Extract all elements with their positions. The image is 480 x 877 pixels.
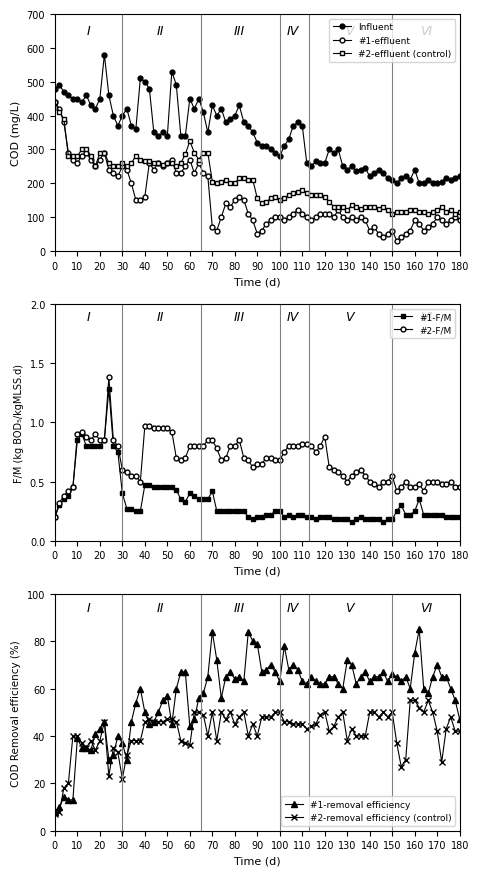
#2-effluent (control) [389,209,395,219]
#2-removal efficiency (control) [457,726,463,737]
Influent [52,84,58,95]
#1-F/M [403,510,408,520]
#1-F/M [452,512,458,523]
#1-removal efficiency [448,683,454,694]
#1-removal efficiency [452,695,458,706]
Line: #1-effluent: #1-effluent [52,101,462,244]
#1-effluent [448,216,454,226]
Legend: #1-F/M, #2-F/M: #1-F/M, #2-F/M [390,310,455,339]
Line: #2-removal efficiency (control): #2-removal efficiency (control) [52,698,462,816]
#2-F/M [160,424,166,434]
#1-F/M [101,435,107,446]
Line: #1-removal efficiency: #1-removal efficiency [52,627,462,815]
#1-F/M [349,517,355,527]
#1-removal efficiency [52,807,58,817]
Text: III: III [234,25,245,39]
#2-F/M [151,424,157,434]
Text: V: V [345,310,354,324]
Text: V: V [345,25,354,39]
#2-F/M [457,482,463,493]
X-axis label: Time (d): Time (d) [234,856,281,866]
#2-F/M [448,477,454,488]
Influent [290,121,296,132]
#1-removal efficiency [394,672,400,682]
#2-removal efficiency (control) [408,695,413,706]
#2-removal efficiency (control) [52,809,58,819]
#1-removal efficiency [146,719,152,730]
Influent [457,172,463,182]
Text: VI: VI [420,310,432,324]
#2-effluent (control) [146,157,152,168]
Text: II: II [157,25,164,39]
#1-F/M [160,482,166,493]
#2-effluent (control) [101,148,107,159]
Y-axis label: COD (mg/L): COD (mg/L) [11,101,21,166]
Influent [403,172,408,182]
#2-effluent (control) [52,97,58,108]
Line: #1-F/M: #1-F/M [52,388,462,524]
#2-removal efficiency (control) [452,726,458,737]
Y-axis label: COD Removal efficiency (%): COD Removal efficiency (%) [11,639,21,786]
Legend: Influent, #1-effluent, #2-effluent (control): Influent, #1-effluent, #2-effluent (cont… [329,19,455,63]
Text: III: III [234,602,245,614]
Influent [160,128,166,139]
Text: VI: VI [420,25,432,39]
#1-effluent [101,148,107,159]
#1-effluent [52,97,58,108]
Text: II: II [157,310,164,324]
Text: IV: IV [287,310,300,324]
#2-F/M [101,435,107,446]
#2-F/M [52,512,58,523]
#1-F/M [290,512,296,523]
Legend: #1-removal efficiency, #2-removal efficiency (control): #1-removal efficiency, #2-removal effici… [281,796,455,826]
Text: I: I [87,310,91,324]
Influent [151,128,157,139]
#2-effluent (control) [156,159,161,169]
#2-effluent (control) [448,206,454,217]
Text: II: II [157,602,164,614]
#1-F/M [151,482,157,493]
Text: V: V [345,602,354,614]
Influent [106,91,112,102]
#1-effluent [457,216,463,226]
Influent [452,174,458,184]
#2-effluent (control) [452,209,458,219]
#2-removal efficiency (control) [146,714,152,724]
#2-effluent (control) [398,208,404,218]
#1-removal efficiency [156,707,161,717]
#1-removal efficiency [101,717,107,727]
Text: VI: VI [420,602,432,614]
#1-effluent [452,212,458,223]
#2-F/M [452,482,458,493]
#1-removal efficiency [457,714,463,724]
#1-F/M [52,512,58,523]
#2-removal efficiency (control) [394,738,400,748]
#2-effluent (control) [457,208,463,218]
#1-effluent [156,159,161,169]
#1-removal efficiency [416,624,422,635]
#1-F/M [106,384,112,395]
X-axis label: Time (d): Time (d) [234,277,281,287]
Text: IV: IV [287,25,300,39]
#2-removal efficiency (control) [448,712,454,723]
#1-effluent [398,232,404,243]
#2-F/M [398,482,404,493]
Line: #2-F/M: #2-F/M [52,375,462,520]
Text: III: III [234,310,245,324]
#2-removal efficiency (control) [156,717,161,727]
Y-axis label: F/M (kg BOD₅/kgMLSS.d): F/M (kg BOD₅/kgMLSS.d) [14,363,24,482]
Line: #2-effluent (control): #2-effluent (control) [52,101,462,217]
Influent [394,179,400,189]
#2-removal efficiency (control) [101,717,107,727]
Influent [101,50,107,61]
#1-effluent [146,159,152,169]
Text: I: I [87,25,91,39]
X-axis label: Time (d): Time (d) [234,567,281,576]
#2-F/M [106,373,112,383]
Text: I: I [87,602,91,614]
Line: Influent: Influent [52,53,462,187]
#1-effluent [394,236,400,246]
Text: IV: IV [287,602,300,614]
#1-F/M [457,512,463,523]
